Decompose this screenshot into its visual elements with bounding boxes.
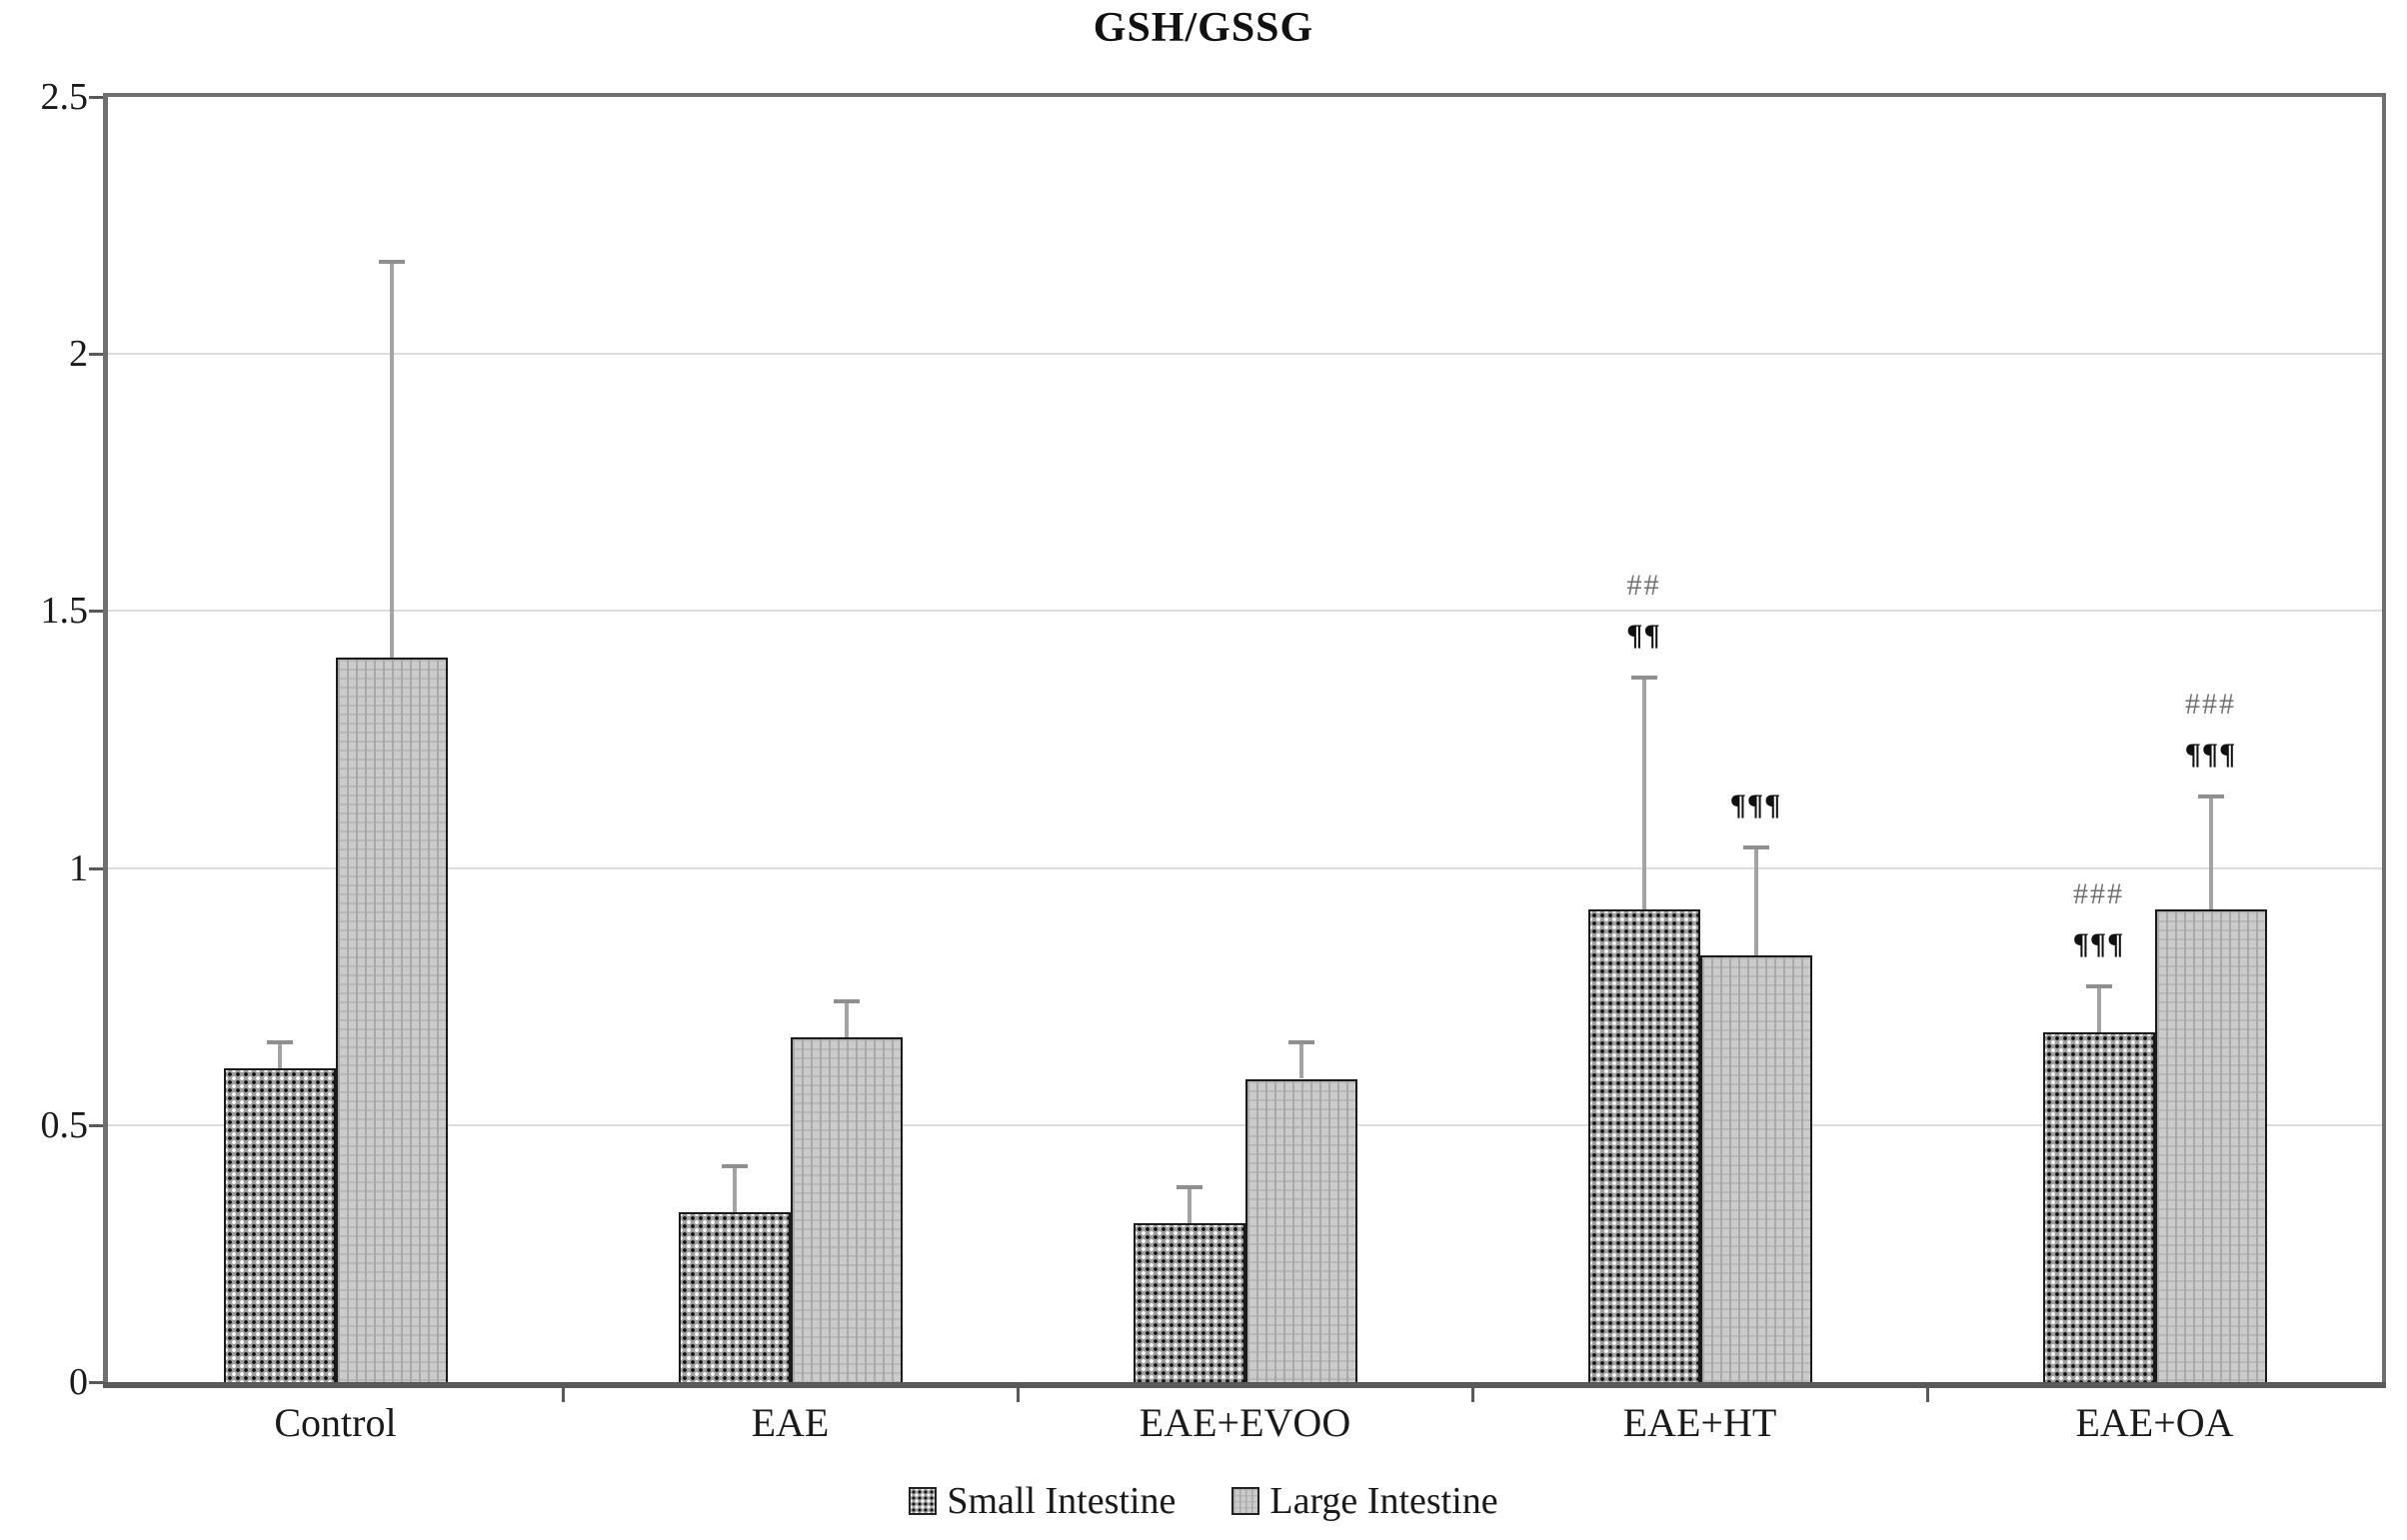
bar-large-intestine-control [335,657,448,1382]
x-axis-label-control: Control [274,1400,397,1445]
hash-significance-text: ### [2073,876,2124,910]
y-axis-tick-2 [89,353,103,357]
error-bar-small-intestine-eae-ht [1641,678,1646,909]
error-bar-small-intestine-eae-oa [2096,985,2101,1033]
y-axis-label-2.5: 2.5 [40,76,89,118]
error-bar-large-intestine-eae-oa [2208,795,2213,909]
error-bar-cap-small-intestine-eae [721,1163,748,1168]
pilcrow-significance-text: ¶¶¶ [2184,737,2237,770]
bar-large-intestine-eae-oa [2154,908,2267,1382]
hash-significance-text: ### [2185,687,2236,721]
significance-annotation-small-intestine-eae-ht: ## ¶¶ [1524,561,1764,661]
bar-small-intestine-control [223,1068,336,1382]
error-bar-large-intestine-eae [844,1001,849,1038]
legend-item-small-intestine: Small Intestine [909,1479,1176,1523]
significance-annotation-large-intestine-eae-oa: ### ¶¶¶ [2091,680,2331,779]
error-bar-cap-large-intestine-eae-oa [2197,793,2224,798]
x-axis-tick-1 [561,1388,565,1402]
error-bar-large-intestine-eae-ht [1753,847,1758,956]
y-axis-tick-0 [89,1381,103,1384]
bar-small-intestine-eae-ht [1587,908,1700,1382]
bar-small-intestine-eae-oa [2042,1032,2155,1382]
x-axis-label-eae: EAE [751,1400,830,1445]
error-bar-cap-small-intestine-eae-oa [2085,983,2112,988]
error-bar-large-intestine-eae-evoo [1298,1042,1303,1079]
error-bar-cap-large-intestine-eae-evoo [1287,1040,1314,1045]
legend-item-large-intestine: Large Intestine [1231,1479,1498,1523]
error-bar-small-intestine-eae [732,1165,737,1213]
pilcrow-significance-text: ¶¶¶ [2072,926,2125,960]
y-axis-label-0: 0 [69,1361,88,1403]
error-bar-cap-large-intestine-eae-ht [1742,845,1769,850]
bar-large-intestine-eae-ht [1699,955,1812,1382]
x-axis-tick-4 [1925,1388,1929,1402]
error-bar-cap-small-intestine-eae-evoo [1176,1184,1203,1189]
bar-large-intestine-eae-evoo [1244,1078,1357,1382]
plot-frame-right [2382,93,2386,1388]
chart-title: GSH/GSSG [1093,5,1314,51]
hash-significance-text: ## [1626,569,1661,603]
bar-large-intestine-eae [790,1037,903,1382]
y-axis-tick-1.5 [89,610,103,614]
gridline-2 [108,353,2382,356]
x-axis-label-eae-ht: EAE+HT [1622,1400,1777,1445]
pilcrow-significance-text: ¶¶ [1626,619,1661,653]
gridline-1 [108,866,2382,869]
gridline-1.5 [108,610,2382,613]
bar-small-intestine-eae [678,1212,791,1382]
plot-frame-left [103,93,108,1388]
y-axis-tick-1 [89,866,103,870]
x-axis-label-eae-evoo: EAE+EVOO [1139,1400,1351,1445]
error-bar-small-intestine-control [277,1042,282,1069]
error-bar-cap-small-intestine-eae-ht [1630,676,1657,681]
legend: Small Intestine Large Intestine [0,1479,2407,1523]
x-axis-tick-3 [1470,1388,1474,1402]
y-axis-label-0.5: 0.5 [40,1103,89,1146]
y-axis-tick-2.5 [89,96,103,99]
legend-swatch-large-intestine [1231,1487,1260,1515]
significance-annotation-large-intestine-eae-ht: ¶¶¶ [1636,780,1876,830]
plot-frame-bottom [103,1382,2386,1388]
y-axis-label-1: 1 [69,846,88,889]
error-bar-small-intestine-eae-evoo [1187,1186,1192,1223]
error-bar-cap-small-intestine-control [266,1040,293,1045]
bar-small-intestine-eae-evoo [1133,1222,1245,1382]
x-axis-tick-2 [1016,1388,1020,1402]
legend-swatch-small-intestine [909,1487,938,1515]
y-axis-label-1.5: 1.5 [40,590,89,633]
plot-frame-top [103,93,2386,97]
error-bar-large-intestine-control [389,261,394,658]
y-axis-tick-0.5 [89,1123,103,1127]
legend-label-large-intestine: Large Intestine [1269,1480,1498,1522]
significance-annotation-small-intestine-eae-oa: ### ¶¶¶ [1979,869,2219,969]
error-bar-cap-large-intestine-eae [833,999,860,1004]
pilcrow-significance-text: ¶¶¶ [1729,788,1782,822]
y-axis-label-2: 2 [69,333,88,376]
x-axis-label-eae-oa: EAE+OA [2075,1400,2234,1445]
error-bar-cap-large-intestine-control [378,259,405,264]
legend-label-small-intestine: Small Intestine [947,1480,1177,1522]
